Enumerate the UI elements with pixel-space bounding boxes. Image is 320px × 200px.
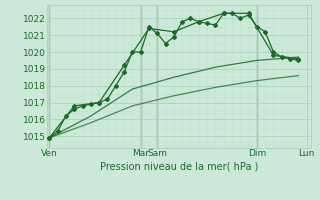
X-axis label: Pression niveau de la mer( hPa ): Pression niveau de la mer( hPa ) <box>100 161 258 171</box>
